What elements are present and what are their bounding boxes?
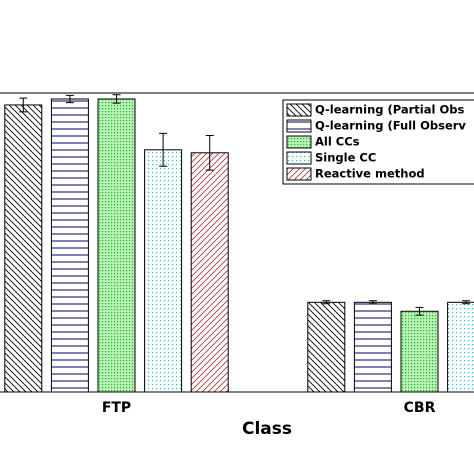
error-bar (65, 94, 74, 104)
x-tick-label: CBR (404, 400, 436, 416)
bar (353, 301, 392, 393)
error-bar (415, 306, 424, 316)
legend-swatch (286, 103, 312, 117)
bar (97, 98, 136, 393)
error-bar (462, 300, 471, 305)
error-bar (19, 97, 28, 113)
legend-swatch (286, 135, 312, 149)
legend: Q-learning (Partial Obs Q-learning (Full … (282, 99, 474, 185)
bar (190, 152, 229, 393)
legend-box (282, 99, 474, 185)
legend-label: All CCs (315, 135, 360, 149)
legend-swatch (286, 119, 312, 133)
bar (400, 310, 439, 393)
error-bar (159, 132, 168, 167)
error-bar (322, 300, 331, 305)
legend-label: Reactive method (315, 167, 425, 181)
bar (50, 98, 89, 393)
legend-swatch (286, 151, 312, 165)
error-bar (112, 94, 121, 104)
legend-label: Single CC (315, 151, 376, 165)
legend-label: Q-learning (Partial Obs (315, 103, 464, 117)
bar (144, 149, 183, 393)
error-bar (368, 300, 377, 305)
legend-label: Q-learning (Full Observ (315, 119, 466, 133)
bar (4, 104, 43, 393)
x-axis-label: Class (242, 419, 292, 439)
legend-swatch (286, 167, 312, 181)
bar (447, 301, 474, 393)
plot-area (4, 94, 474, 393)
x-tick-label: FTP (102, 400, 131, 416)
bar (307, 301, 346, 393)
error-bar (205, 134, 214, 171)
